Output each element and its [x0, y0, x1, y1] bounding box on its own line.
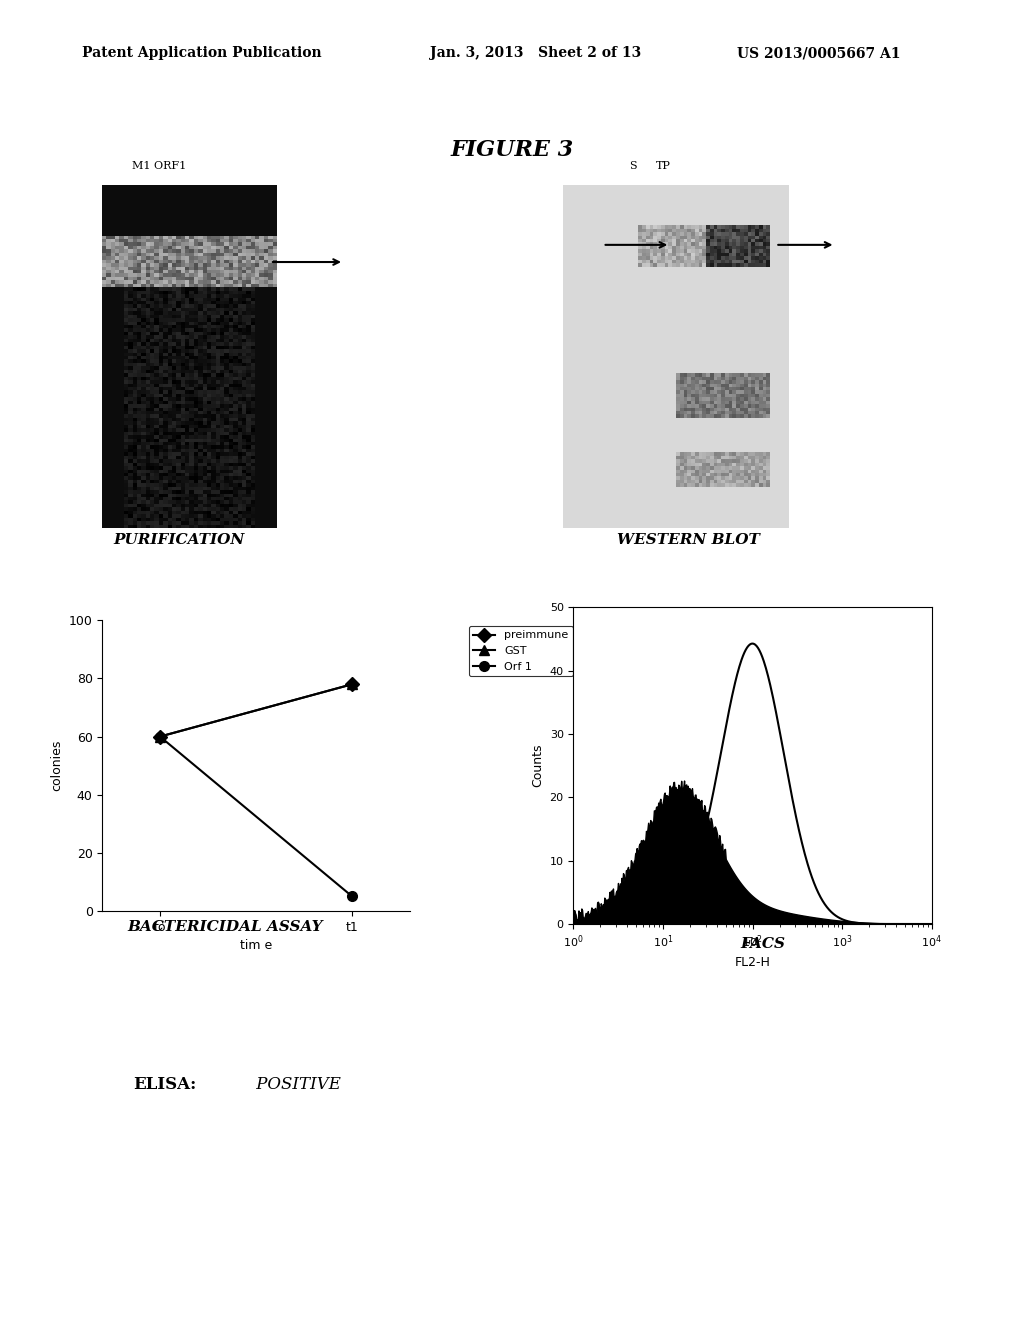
Text: POSITIVE: POSITIVE	[251, 1076, 341, 1093]
Orf 1	[154, 729, 166, 744]
Line: Orf 1: Orf 1	[156, 731, 356, 902]
Text: M1 ORF1: M1 ORF1	[132, 161, 185, 172]
Text: BACTERICIDAL ASSAY: BACTERICIDAL ASSAY	[128, 920, 323, 933]
Text: Jan. 3, 2013   Sheet 2 of 13: Jan. 3, 2013 Sheet 2 of 13	[430, 46, 641, 61]
Text: TP: TP	[656, 161, 671, 172]
X-axis label: tim e: tim e	[240, 939, 272, 952]
Y-axis label: Counts: Counts	[531, 744, 544, 787]
Line: preimmune: preimmune	[156, 680, 356, 742]
GST	[154, 729, 166, 744]
Text: S: S	[629, 161, 637, 172]
Text: PURIFICATION: PURIFICATION	[114, 533, 245, 546]
Orf 1	[346, 888, 358, 904]
Text: ELISA:: ELISA:	[133, 1076, 197, 1093]
Text: Patent Application Publication: Patent Application Publication	[82, 46, 322, 61]
Text: FACS: FACS	[740, 937, 785, 950]
Legend: preimmune, GST, Orf 1: preimmune, GST, Orf 1	[469, 626, 573, 676]
Text: WESTERN BLOT: WESTERN BLOT	[616, 533, 760, 546]
preimmune	[154, 729, 166, 744]
X-axis label: FL2-H: FL2-H	[734, 956, 771, 969]
Y-axis label: colonies: colonies	[50, 741, 63, 791]
GST	[346, 676, 358, 692]
Text: US 2013/0005667 A1: US 2013/0005667 A1	[737, 46, 901, 61]
Line: GST: GST	[156, 680, 356, 742]
Text: FIGURE 3: FIGURE 3	[451, 139, 573, 161]
preimmune	[346, 676, 358, 692]
